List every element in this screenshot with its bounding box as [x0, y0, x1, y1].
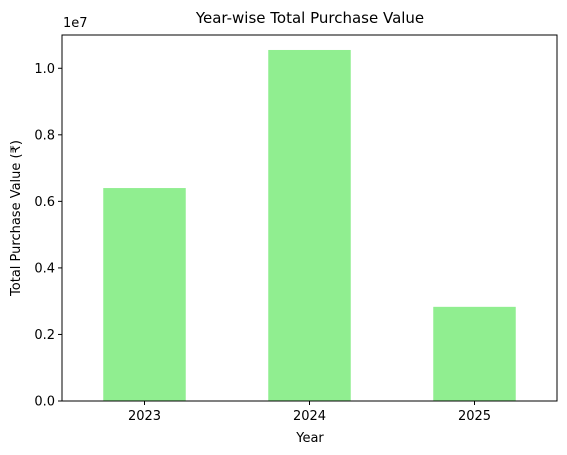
ticks-layer: 0.0 0.2 0.4 0.6 0.8 1.0 2023 2024 2025 [34, 62, 491, 424]
chart-title: Year-wise Total Purchase Value [195, 9, 424, 27]
y-axis-offset-label: 1e7 [63, 16, 88, 31]
bar-2024 [268, 49, 351, 402]
bar-2025 [433, 306, 516, 401]
y-axis-label: Total Purchase Value (₹) [9, 140, 24, 297]
bar-2023 [103, 188, 186, 401]
y-tick-label: 0.2 [34, 328, 55, 343]
x-tick-label: 2025 [458, 409, 491, 424]
y-tick-label: 0.0 [34, 395, 55, 410]
x-axis-label: Year [295, 431, 324, 446]
y-tick-label: 1.0 [34, 62, 55, 77]
x-tick-label: 2024 [293, 409, 326, 424]
bars-layer [103, 49, 516, 402]
x-tick-label: 2023 [128, 409, 161, 424]
y-tick-label: 0.6 [34, 195, 55, 210]
y-tick-label: 0.4 [34, 261, 55, 276]
y-tick-label: 0.8 [34, 128, 55, 143]
